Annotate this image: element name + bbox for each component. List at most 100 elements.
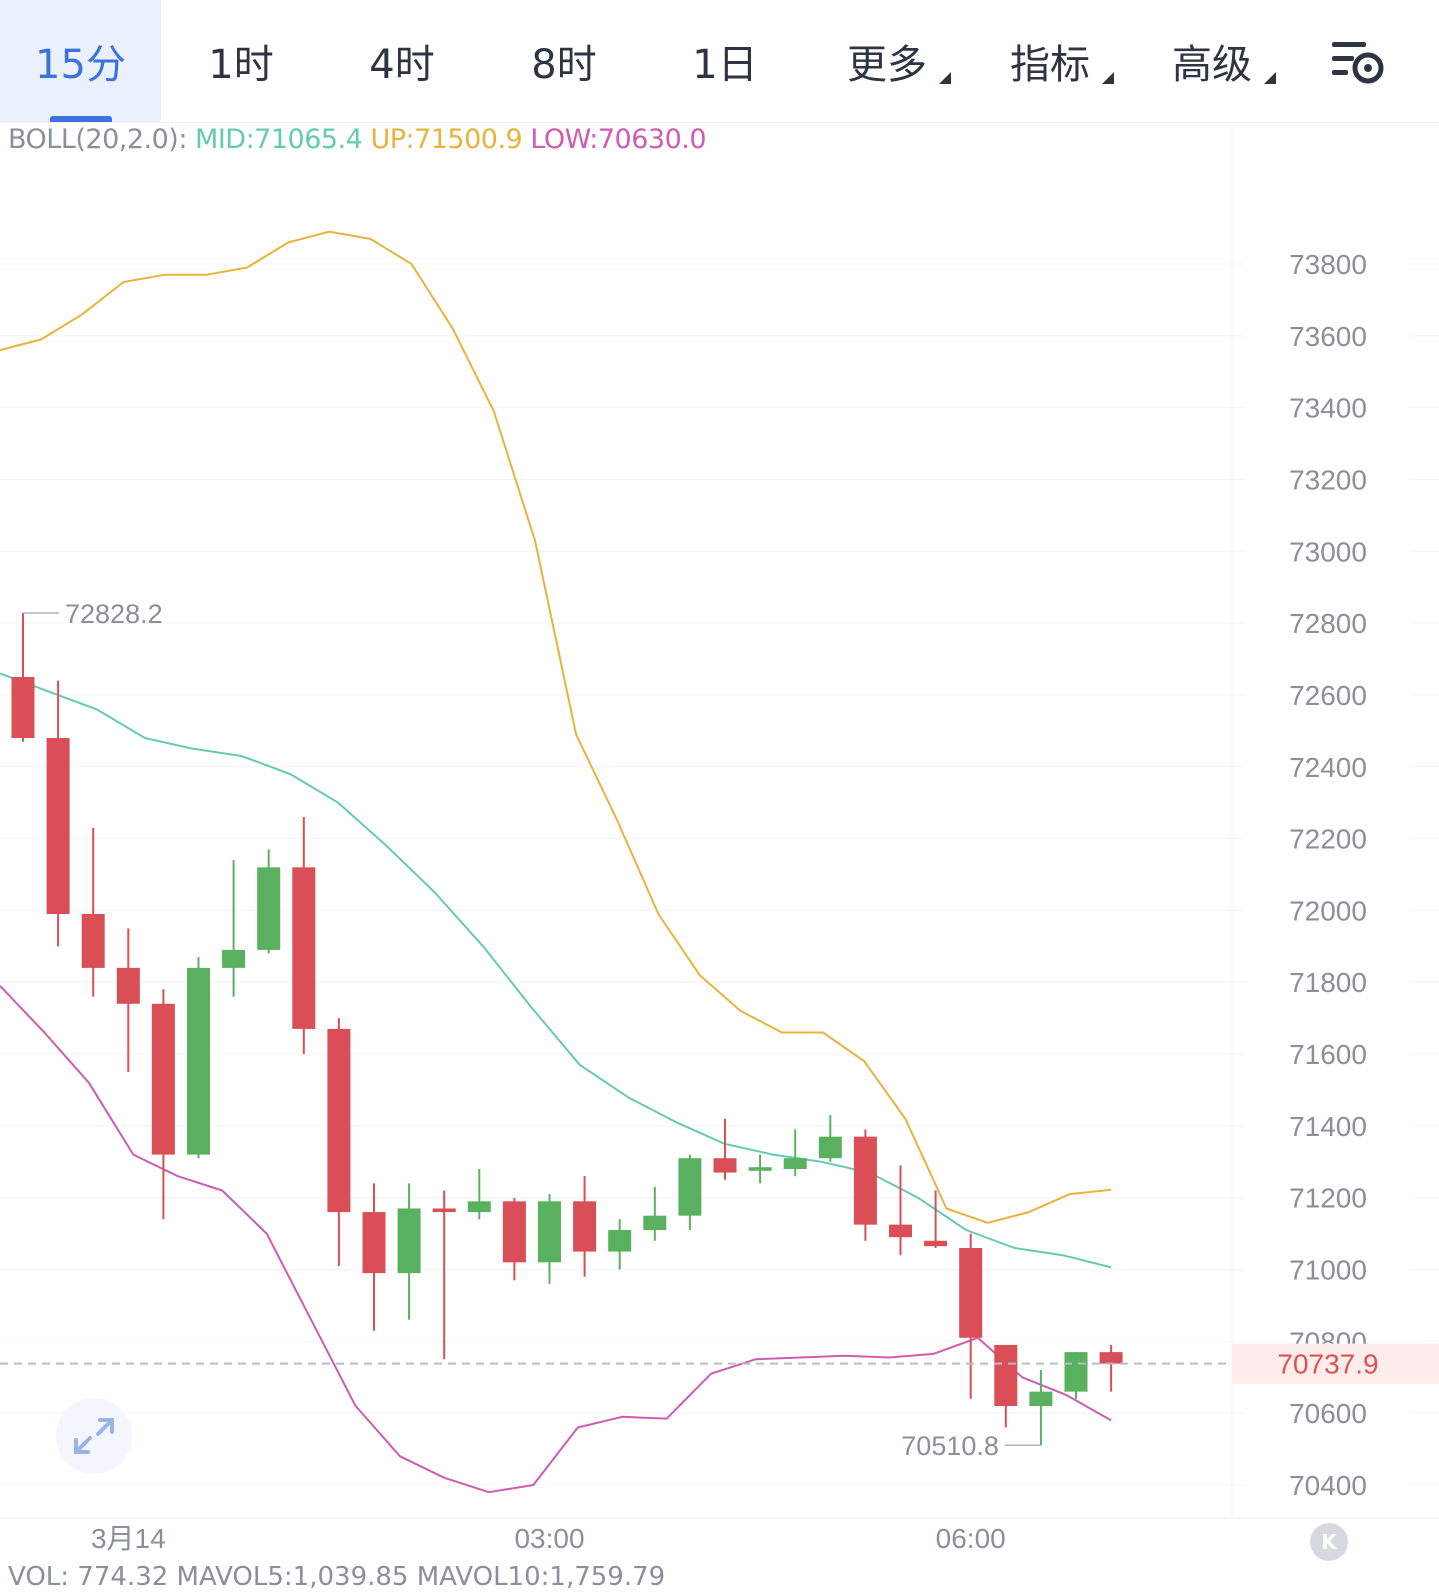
- candle: [994, 1344, 1018, 1428]
- candle: [748, 1154, 772, 1184]
- candle: [924, 1190, 948, 1248]
- candle-body: [467, 1201, 491, 1213]
- candle: [46, 680, 70, 947]
- y-tick-label: 73800: [1289, 249, 1367, 280]
- candle: [11, 612, 35, 742]
- tab-more[interactable]: 更多: [805, 0, 969, 122]
- candle-body: [678, 1158, 702, 1216]
- tab-indicators[interactable]: 指标: [969, 0, 1131, 122]
- k-line-button[interactable]: K: [1310, 1523, 1348, 1561]
- y-tick-label: 72800: [1289, 608, 1367, 639]
- boll-indicator-legend: BOLL(20,2.0): MID:71065.4 UP:71500.9 LOW…: [8, 122, 707, 158]
- active-tab-indicator: [49, 116, 112, 122]
- candle: [81, 827, 105, 997]
- candle-body: [1029, 1391, 1053, 1406]
- candle: [222, 860, 246, 997]
- y-tick-label: 70600: [1289, 1398, 1367, 1429]
- y-tick-label: 73200: [1289, 464, 1367, 495]
- boll-low-line: [0, 985, 1112, 1494]
- candle: [889, 1165, 912, 1256]
- tab-label: 15分: [35, 42, 126, 88]
- candle-body: [222, 949, 246, 968]
- candle-body: [783, 1158, 807, 1169]
- candle-body: [538, 1201, 561, 1263]
- candle-body: [818, 1136, 842, 1159]
- x-tick-label: 03:00: [514, 1523, 584, 1554]
- candle-body: [924, 1240, 948, 1247]
- boll-mid-line: [0, 672, 1112, 1269]
- candle-body: [397, 1208, 421, 1274]
- candle: [573, 1176, 597, 1277]
- candle-body: [889, 1224, 912, 1238]
- candle-body: [502, 1201, 526, 1263]
- candle-body: [994, 1344, 1018, 1406]
- y-tick-label: 71600: [1289, 1039, 1367, 1070]
- candle: [959, 1233, 983, 1399]
- y-tick-label: 70400: [1289, 1470, 1367, 1501]
- candle-body: [432, 1208, 456, 1213]
- tab-advanced[interactable]: 高级: [1131, 0, 1293, 122]
- y-tick-label: 71200: [1289, 1183, 1367, 1214]
- candle: [1064, 1352, 1088, 1399]
- candle: [502, 1197, 526, 1281]
- tab-label: 8时: [531, 42, 597, 88]
- candle: [1099, 1344, 1123, 1392]
- candle-body: [573, 1201, 597, 1252]
- tab-label: 高级: [1172, 42, 1252, 88]
- expand-arrows-icon[interactable]: [56, 1398, 132, 1474]
- candle: [643, 1186, 667, 1241]
- y-tick-label: 73400: [1289, 393, 1367, 424]
- volume-legend: VOL: 774.32 MAVOL5:1,039.85 MAVOL10:1,75…: [8, 1562, 666, 1592]
- candle-body: [46, 738, 70, 915]
- dropdown-caret-icon: [1264, 72, 1276, 84]
- max-price-label: 72828.2: [65, 599, 163, 629]
- candle: [151, 989, 175, 1220]
- x-tick-label: 06:00: [936, 1523, 1006, 1554]
- candle: [538, 1194, 561, 1284]
- candle: [327, 1018, 351, 1266]
- candle-body: [116, 967, 140, 1004]
- candle: [397, 1183, 421, 1320]
- dropdown-caret-icon: [1102, 72, 1114, 84]
- candle-body: [187, 967, 210, 1155]
- current-price-badge: [1232, 1343, 1439, 1384]
- y-tick-label: 71000: [1289, 1255, 1367, 1286]
- x-tick-label: 3月14: [91, 1523, 166, 1554]
- candle-body: [959, 1247, 983, 1338]
- tab-label: 更多: [847, 42, 927, 88]
- y-tick-label: 73000: [1289, 536, 1367, 567]
- current-price-label: 70737.9: [1277, 1349, 1378, 1380]
- candle: [713, 1118, 737, 1180]
- tab-label: 指标: [1010, 42, 1090, 88]
- candlestick-chart[interactable]: 73800 73600 73400 73200 73000 72800 72600 72400…: [0, 122, 1439, 1562]
- tab-4h[interactable]: 4时: [321, 0, 483, 122]
- candle: [187, 957, 210, 1159]
- boll-name: BOLL(20,2.0):: [8, 124, 187, 155]
- y-tick-label: 71400: [1289, 1111, 1367, 1142]
- candle-body: [11, 676, 35, 739]
- candle-body: [643, 1215, 667, 1231]
- candle: [783, 1129, 807, 1177]
- boll-up-line: [0, 230, 1112, 1224]
- tab-label: 1日: [692, 42, 758, 88]
- candle-body: [608, 1230, 632, 1252]
- candle: [853, 1129, 877, 1241]
- candle: [1029, 1370, 1053, 1446]
- chart-settings-icon[interactable]: [1330, 38, 1390, 88]
- candle: [678, 1154, 702, 1231]
- candle: [467, 1168, 491, 1220]
- candle-body: [1099, 1352, 1123, 1364]
- candle-body: [748, 1167, 772, 1171]
- candle-body: [81, 914, 105, 968]
- y-tick-label: 73600: [1289, 321, 1367, 352]
- tab-8h[interactable]: 8时: [483, 0, 645, 122]
- dropdown-caret-icon: [939, 72, 951, 84]
- candle: [818, 1115, 842, 1162]
- y-tick-label: 72600: [1289, 680, 1367, 711]
- candle: [116, 928, 140, 1073]
- interval-tab-bar: 15分 1时 4时 8时 1日 更多 指标 高级: [0, 0, 1439, 123]
- tab-15m[interactable]: 15分: [0, 0, 161, 122]
- tab-1h[interactable]: 1时: [161, 0, 321, 122]
- tab-1d[interactable]: 1日: [645, 0, 805, 122]
- boll-low-value: LOW:70630.0: [530, 124, 707, 155]
